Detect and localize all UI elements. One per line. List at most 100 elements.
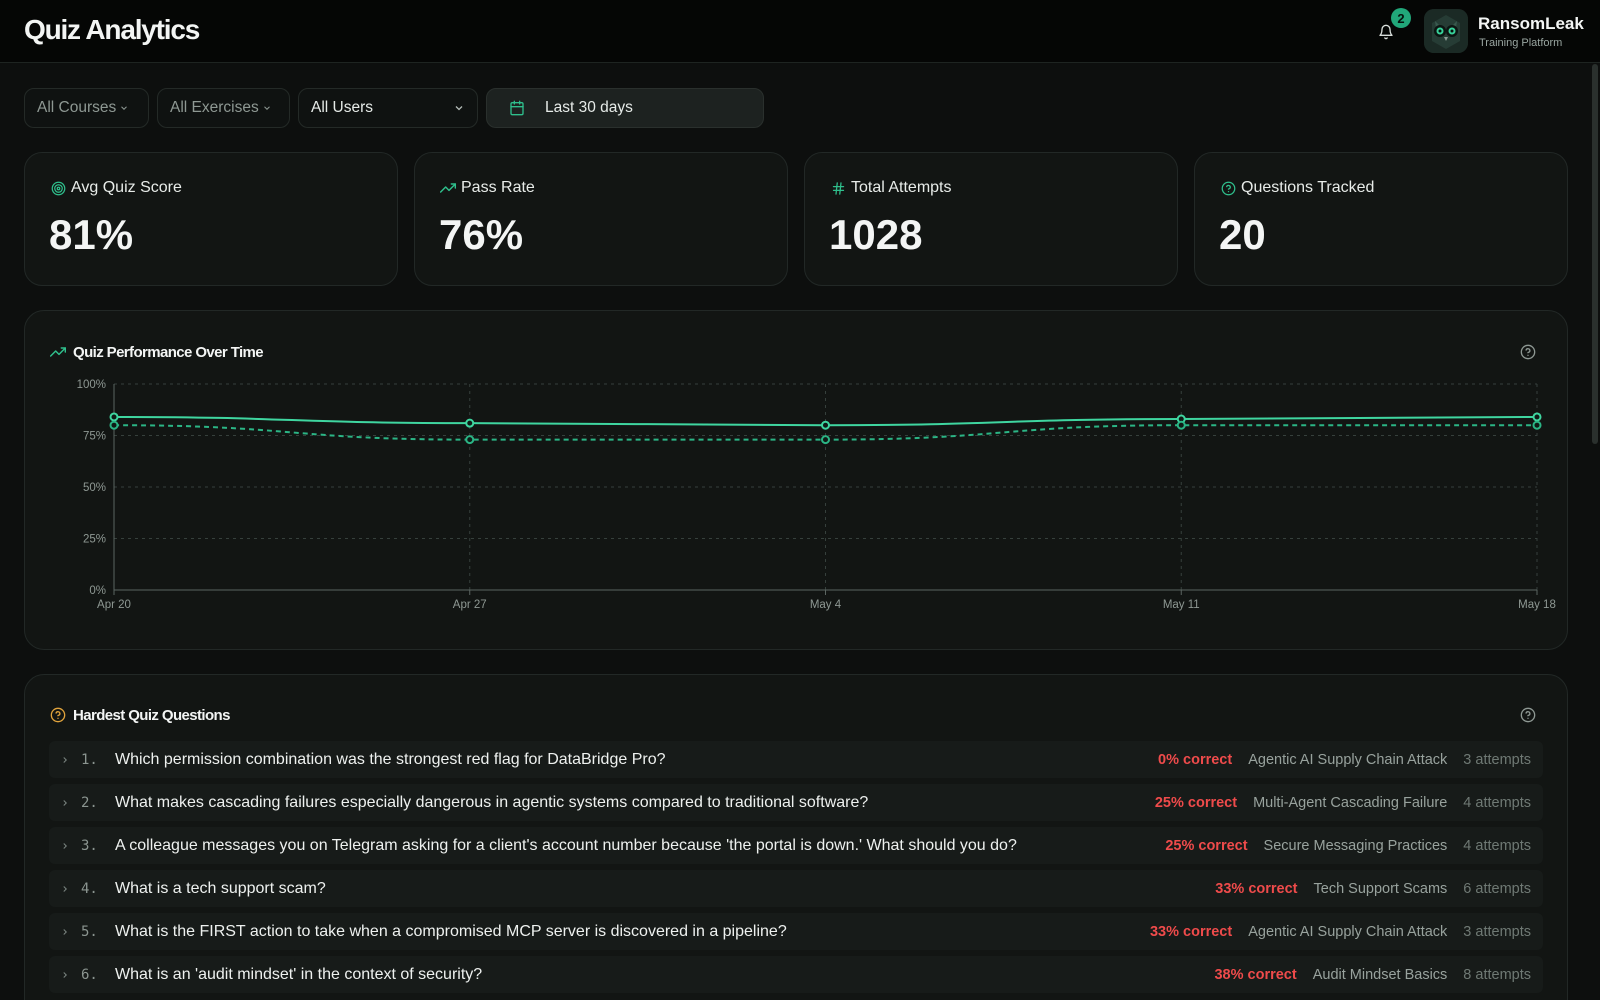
- target-icon: [49, 179, 67, 197]
- chevron-down-icon: [119, 103, 129, 113]
- correct-rate: 38% correct: [1214, 966, 1297, 983]
- chevron-right-icon: [60, 884, 74, 894]
- brand-subtitle: Training Platform: [1479, 37, 1563, 49]
- correct-rate: 25% correct: [1165, 837, 1248, 854]
- exercises-filter[interactable]: All Exercises: [157, 88, 290, 128]
- exercises-filter-label: All Exercises: [170, 99, 259, 116]
- chevron-right-icon: [60, 798, 74, 808]
- owl-logo-icon: [1424, 9, 1468, 53]
- data-point: [109, 420, 119, 430]
- course-name: Audit Mindset Basics: [1312, 966, 1448, 983]
- data-point: [1532, 412, 1542, 422]
- question-number: 2.: [81, 794, 98, 811]
- stat-label: Total Attempts: [851, 179, 952, 196]
- stat-card-total-attempts: Total Attempts 1028: [804, 152, 1178, 286]
- x-tick-label: Apr 27: [453, 599, 487, 611]
- question-text: What makes cascading failures especially…: [115, 793, 869, 811]
- course-name: Multi-Agent Cascading Failure: [1253, 794, 1448, 811]
- data-point: [821, 420, 830, 430]
- question-row[interactable]: 1. Which permission combination was the s…: [49, 741, 1543, 778]
- help-circle-icon: [1520, 344, 1536, 360]
- correct-rate: 33% correct: [1215, 880, 1298, 897]
- stat-value: 1028: [829, 211, 923, 258]
- attempts-count: 4 attempts: [1463, 837, 1531, 854]
- stat-value: 81%: [49, 211, 134, 258]
- trending-up-icon: [439, 179, 457, 197]
- help-button[interactable]: [1519, 343, 1537, 361]
- date-range-label: Last 30 days: [545, 99, 633, 116]
- question-number: 6.: [81, 966, 98, 983]
- calendar-icon: [509, 100, 525, 116]
- help-circle-icon: [49, 706, 67, 724]
- date-range-picker[interactable]: Last 30 days: [486, 88, 764, 128]
- x-tick-label: Apr 20: [97, 599, 131, 611]
- question-text: A colleague messages you on Telegram ask…: [115, 836, 1017, 854]
- chevron-right-icon: [60, 841, 74, 851]
- panel-title: Hardest Quiz Questions: [73, 706, 230, 724]
- attempts-count: 3 attempts: [1463, 751, 1531, 768]
- courses-filter[interactable]: All Courses: [24, 88, 149, 128]
- correct-rate: 33% correct: [1149, 923, 1233, 940]
- y-tick-label: 75%: [83, 431, 106, 443]
- hash-icon: [829, 179, 847, 197]
- question-number: 4.: [81, 880, 98, 897]
- question-text: Which permission combination was the str…: [115, 750, 666, 768]
- question-number: 1.: [81, 751, 98, 768]
- stat-label: Questions Tracked: [1241, 179, 1375, 196]
- data-point: [1532, 420, 1542, 430]
- y-tick-label: 50%: [83, 482, 106, 494]
- page-title: Quiz Analytics: [24, 14, 200, 45]
- stat-label: Pass Rate: [461, 179, 535, 196]
- panel-title: Quiz Performance Over Time: [73, 343, 264, 361]
- attempts-count: 3 attempts: [1463, 923, 1531, 940]
- help-circle-icon: [1219, 179, 1237, 197]
- chevron-down-icon: [453, 102, 465, 114]
- question-row[interactable]: 2. What makes cascading failures especial…: [49, 784, 1543, 821]
- help-circle-icon: [1520, 707, 1536, 723]
- chevron-down-icon: [262, 103, 272, 113]
- correct-rate: 25% correct: [1154, 794, 1238, 811]
- course-name: Agentic AI Supply Chain Attack: [1248, 923, 1448, 940]
- hardest-questions-panel: Hardest Quiz Questions 1. Which permissio…: [24, 674, 1568, 1000]
- course-name: Agentic AI Supply Chain Attack: [1248, 751, 1448, 768]
- stat-card-pass-rate: Pass Rate 76%: [414, 152, 788, 286]
- question-text: What is a tech support scam?: [115, 879, 326, 897]
- stat-card-avg-score: Avg Quiz Score 81%: [24, 152, 398, 286]
- question-row[interactable]: 6. What is an 'audit mindset' in the cont…: [49, 956, 1543, 993]
- data-point: [109, 412, 119, 422]
- course-name: Tech Support Scams: [1313, 880, 1448, 897]
- question-row[interactable]: 5. What is the FIRST action to take when …: [49, 913, 1543, 950]
- trending-up-icon: [49, 343, 67, 361]
- y-tick-label: 25%: [83, 534, 106, 546]
- course-name: Secure Messaging Practices: [1263, 837, 1448, 854]
- courses-filter-label: All Courses: [37, 99, 117, 116]
- scrollbar[interactable]: [1592, 64, 1598, 444]
- attempts-count: 6 attempts: [1463, 880, 1531, 897]
- correct-rate: 0% correct: [1158, 751, 1233, 768]
- y-tick-label: 0%: [89, 585, 106, 597]
- data-point: [465, 435, 475, 445]
- brand-name: RansomLeak: [1478, 14, 1584, 33]
- x-tick-label: May 11: [1163, 599, 1200, 611]
- question-row[interactable]: 3. A colleague messages you on Telegram a…: [49, 827, 1543, 864]
- question-row[interactable]: 4. What is a tech support scam? 33% correc…: [49, 870, 1543, 907]
- users-filter[interactable]: All Users: [298, 88, 478, 128]
- x-tick-label: May 4: [810, 599, 842, 611]
- question-text: What is an 'audit mindset' in the contex…: [115, 965, 483, 983]
- attempts-count: 4 attempts: [1463, 794, 1531, 811]
- performance-line-chart: 0% 25% 50% 75% 100% Apr 20 Apr 27 May 4 May 11 Ma…: [77, 379, 1556, 611]
- performance-panel: Quiz Performance Over Time 0% 25% 50% 75% 10…: [24, 310, 1568, 650]
- y-tick-label: 100%: [77, 379, 106, 391]
- notification-badge: 2: [1391, 8, 1411, 28]
- data-point: [821, 435, 830, 445]
- x-tick-label: May 18: [1518, 599, 1556, 611]
- notifications-button[interactable]: [1374, 20, 1398, 44]
- avatar[interactable]: [1424, 9, 1468, 53]
- stat-value: 76%: [439, 211, 524, 258]
- stat-card-questions-tracked: Questions Tracked 20: [1194, 152, 1568, 286]
- stat-label: Avg Quiz Score: [71, 179, 182, 196]
- help-button[interactable]: [1519, 706, 1537, 724]
- bell-icon: [1379, 24, 1393, 40]
- attempts-count: 8 attempts: [1463, 966, 1531, 983]
- data-point: [1176, 420, 1186, 430]
